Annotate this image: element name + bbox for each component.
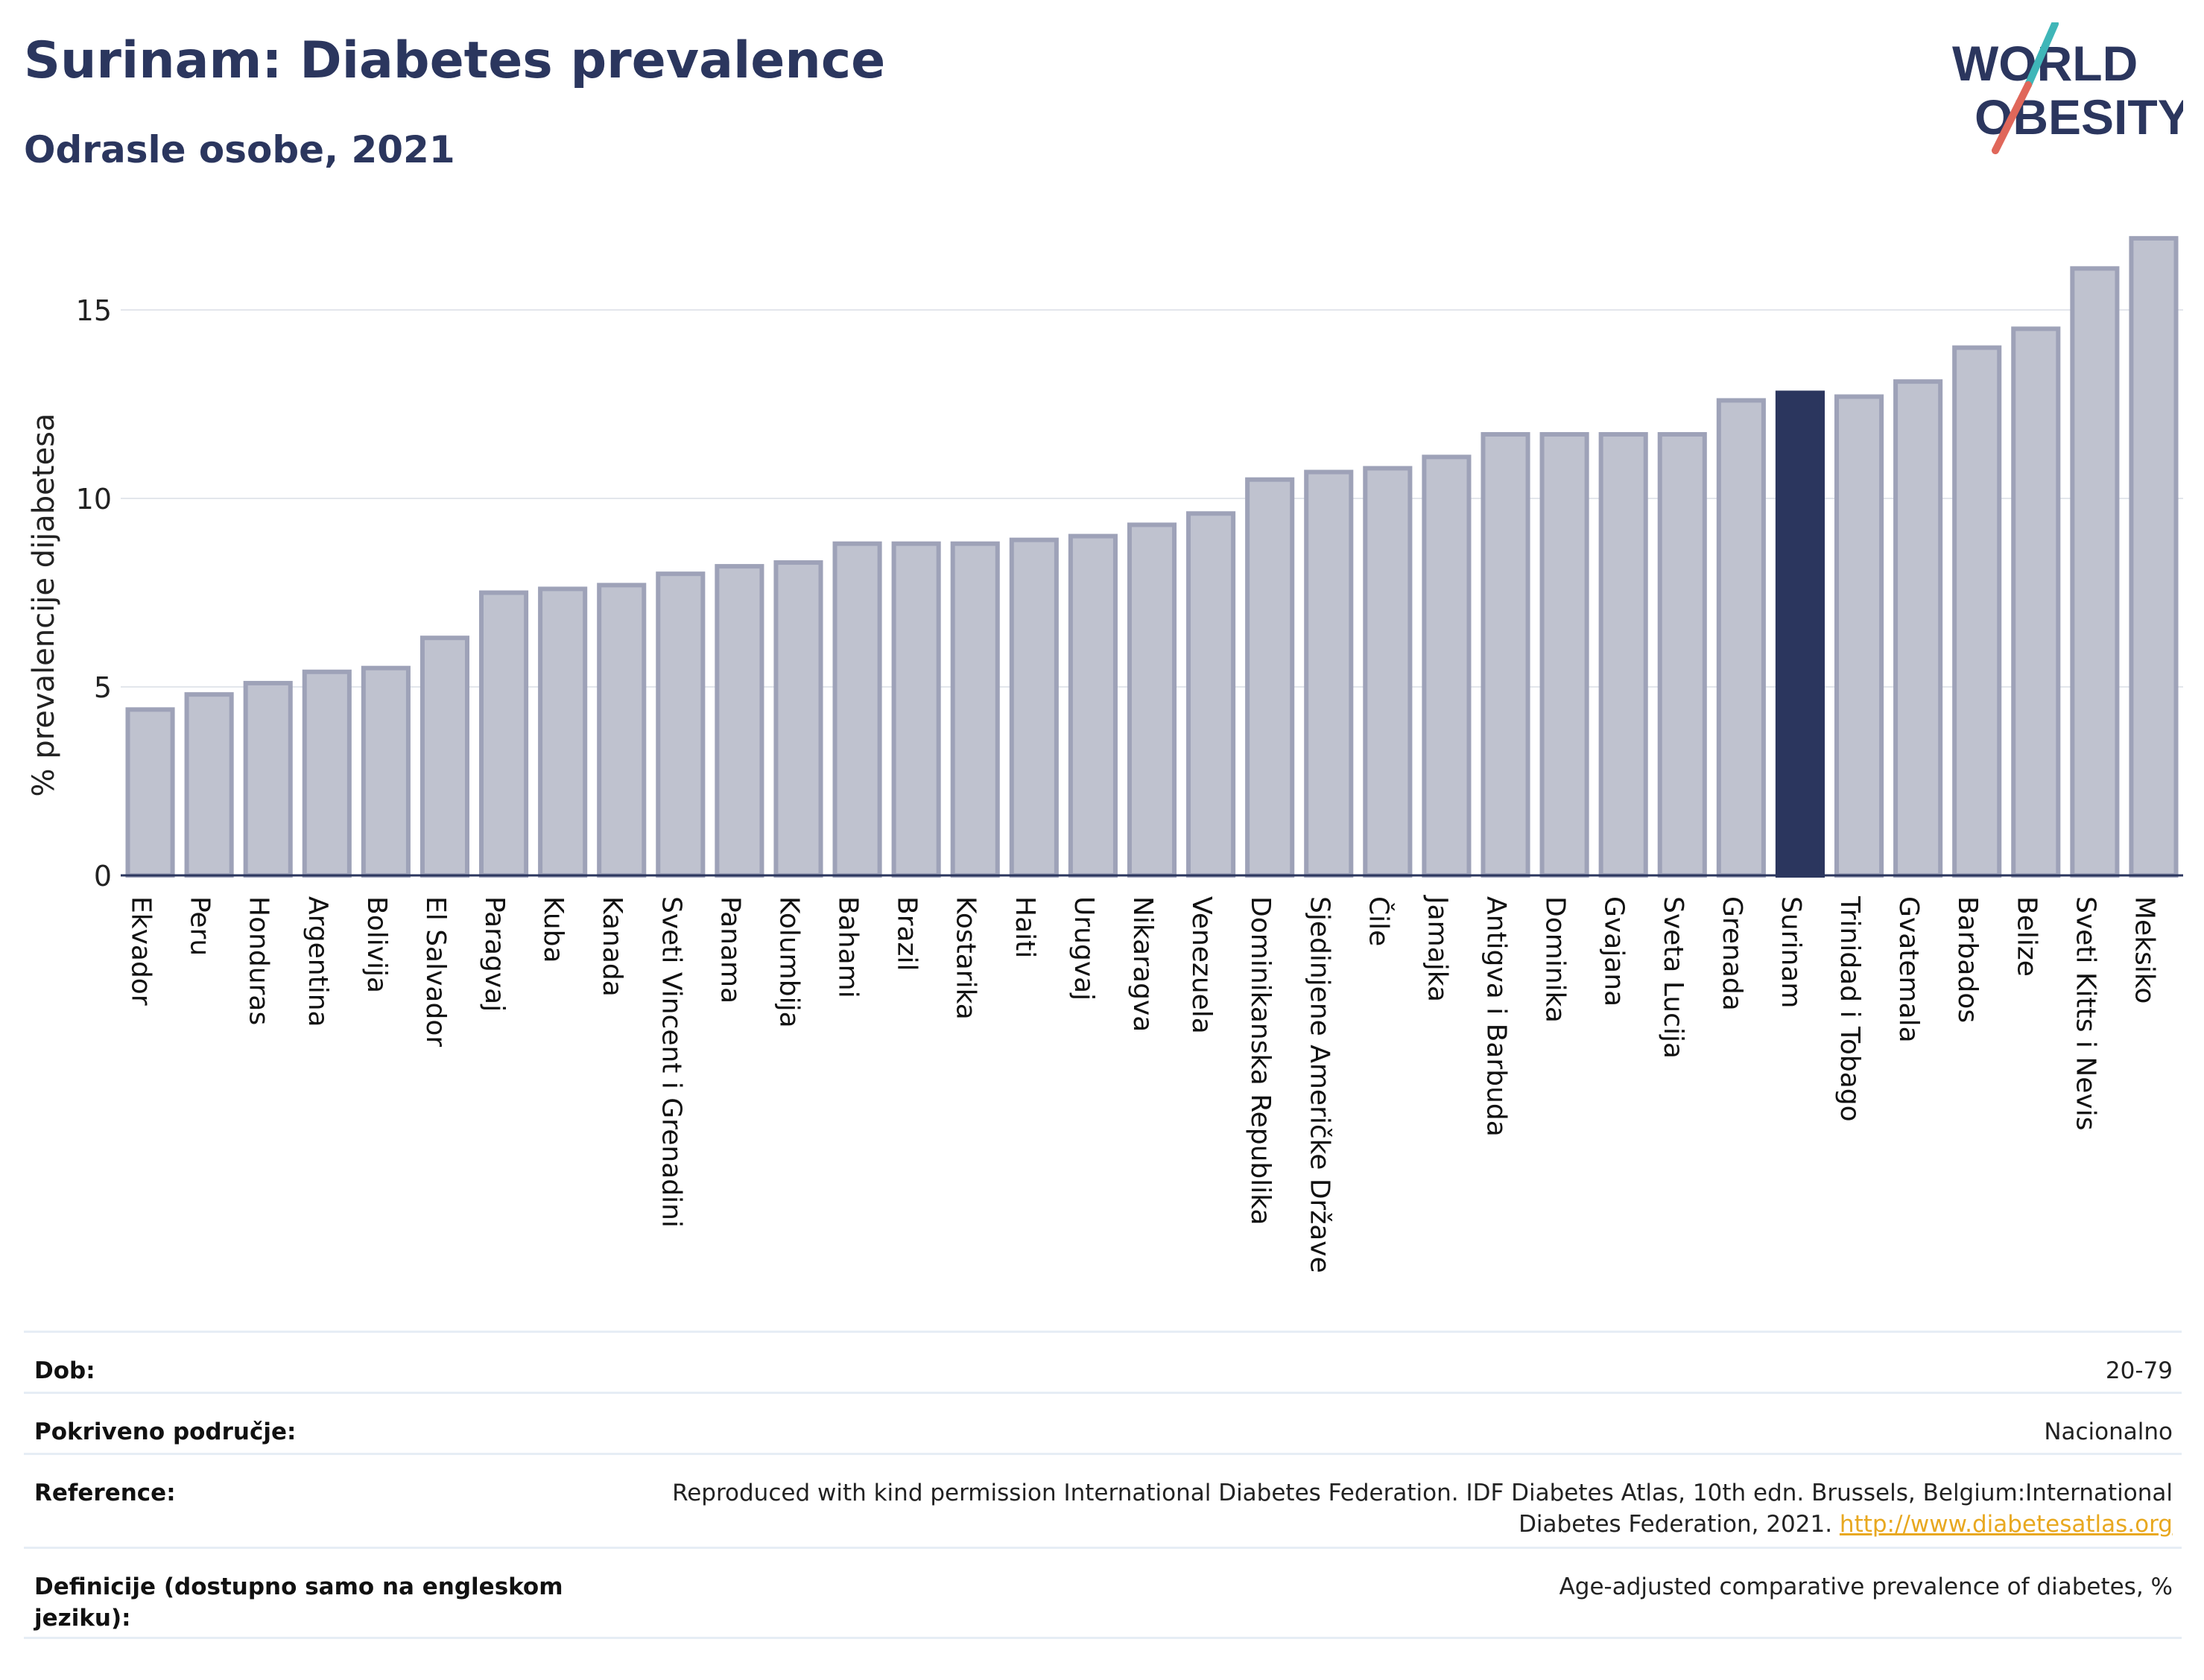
bar: [2070, 266, 2120, 878]
x-tick-label: Ekvador: [126, 896, 156, 1006]
x-tick-label: Brazil: [892, 896, 922, 971]
bar: [715, 564, 764, 878]
bar: [1363, 466, 1413, 878]
y-tick-label: 15: [76, 294, 112, 327]
meta-label-reference: Reference:: [34, 1480, 176, 1506]
bar: [832, 541, 882, 878]
bar: [184, 692, 234, 878]
bar-highlight: [1775, 390, 1825, 878]
meta-label-definition: Definicije (dostupno samo na engleskom j…: [34, 1573, 563, 1632]
bar-layer: [125, 235, 2179, 878]
page-subtitle: Odrasle osobe, 2021: [24, 128, 455, 171]
bar: [243, 680, 293, 878]
label-layer: 0 5 10 15 Ekvador Peru Honduras Argentina Bolivi…: [76, 294, 2160, 1273]
x-tick-label: Dominika: [1540, 896, 1571, 1023]
x-tick-label: Sveti Vincent i Grenadini: [656, 896, 686, 1228]
x-tick-label: Kuba: [538, 896, 569, 963]
bar: [2011, 326, 2061, 878]
bar: [773, 560, 823, 878]
y-tick-label: 10: [76, 483, 112, 516]
x-tick-label: Nikaragva: [1127, 896, 1158, 1032]
x-tick-label: Gvatemala: [1893, 896, 1924, 1043]
bar: [1598, 431, 1648, 878]
bar: [1657, 431, 1707, 878]
bar: [538, 586, 588, 878]
x-tick-label: Kanada: [597, 896, 627, 997]
x-tick-label: Bahami: [833, 896, 864, 998]
x-tick-label: Sjedinjene Američke Države: [1304, 896, 1334, 1273]
x-tick-label: Kostarika: [951, 896, 981, 1020]
meta-label-coverage: Pokriveno područje:: [34, 1419, 297, 1445]
bar: [1893, 379, 1943, 878]
meta-value-definition: Age-adjusted comparative prevalence of d…: [1559, 1573, 2173, 1600]
bar: [1716, 398, 1766, 878]
x-tick-label: Sveti Kitts i Nevis: [2070, 896, 2100, 1131]
x-tick-label: Meksiko: [2129, 896, 2159, 1004]
y-tick-label: 5: [94, 671, 112, 704]
bar: [479, 590, 529, 878]
x-tick-label: Venezuela: [1186, 896, 1217, 1034]
bar: [1245, 477, 1295, 878]
x-tick-label: Gvajana: [1599, 896, 1630, 1007]
x-tick-label: Kolumbija: [773, 896, 804, 1028]
bar: [1009, 537, 1059, 878]
meta-row-coverage: Pokriveno područje: Nacionalno: [24, 1392, 2182, 1453]
x-tick-label: Urugvaj: [1068, 896, 1099, 1001]
x-tick-label: Paragvaj: [479, 896, 510, 1012]
x-tick-label: Peru: [185, 896, 215, 956]
bar: [1952, 345, 2002, 878]
bar: [419, 635, 470, 878]
metadata-table: Dob: 20-79 Pokriveno područje: Nacionaln…: [24, 1331, 2182, 1639]
bar: [1068, 533, 1118, 878]
x-tick-label: El Salvador: [420, 896, 451, 1047]
logo-slash-coral: [1992, 81, 2032, 154]
meta-row-age: Dob: 20-79: [24, 1331, 2182, 1392]
bar: [125, 707, 175, 878]
x-tick-label: Argentina: [303, 896, 333, 1027]
x-tick-label: Jamajka: [1422, 895, 1452, 1002]
bar: [302, 669, 352, 878]
world-obesity-logo: WORLD OBESITY: [1952, 22, 2183, 154]
y-tick-label: 0: [94, 860, 112, 893]
bar: [597, 583, 647, 878]
bar: [1481, 431, 1530, 878]
meta-value-coverage: Nacionalno: [2044, 1419, 2173, 1445]
x-tick-label: Surinam: [1776, 896, 1806, 1008]
logo-slash-teal: [2024, 22, 2059, 89]
x-tick-label: Bolivija: [361, 896, 392, 993]
reference-link[interactable]: http://www.diabetesatlas.org: [1839, 1511, 2173, 1538]
x-tick-label: Haiti: [1010, 896, 1040, 958]
x-tick-label: Antigva i Barbuda: [1481, 896, 1512, 1137]
x-tick-label: Sveta Lucija: [1658, 896, 1688, 1059]
meta-row-reference: Reference: Reproduced with kind permissi…: [24, 1453, 2182, 1547]
bar: [2129, 235, 2179, 878]
meta-value-age: 20-79: [2105, 1357, 2173, 1384]
reference-text: Reproduced with kind permission Internat…: [672, 1480, 2173, 1538]
meta-value-reference: Reproduced with kind permission Internat…: [645, 1477, 2173, 1540]
bar: [1186, 511, 1236, 878]
x-tick-label: Barbados: [1952, 896, 1983, 1023]
x-tick-label: Belize: [2011, 896, 2042, 977]
bar: [1539, 431, 1589, 878]
bar: [1834, 394, 1884, 878]
bar: [1127, 522, 1177, 878]
x-tick-label: Trinidad i Tobago: [1834, 896, 1865, 1122]
x-tick-label: Čile: [1363, 896, 1394, 946]
bar: [361, 665, 411, 878]
x-tick-label: Panama: [715, 896, 745, 1004]
x-tick-label: Honduras: [244, 896, 274, 1025]
bar: [1304, 469, 1354, 878]
x-tick-label: Dominikanska Republika: [1245, 896, 1276, 1226]
bar: [656, 571, 706, 878]
x-tick-label: Grenada: [1717, 896, 1747, 1011]
meta-row-definition: Definicije (dostupno samo na engleskom j…: [24, 1547, 2182, 1639]
meta-label-age: Dob:: [34, 1357, 95, 1384]
bar: [891, 541, 941, 878]
bar: [1422, 454, 1472, 878]
page-title: Surinam: Diabetes prevalence: [24, 31, 886, 90]
bar-chart: 0 5 10 15 Ekvador Peru Honduras Argentina Bolivi…: [27, 235, 2183, 1273]
y-axis-label: % prevalencije dijabetesa: [27, 413, 61, 797]
bar: [950, 541, 1000, 878]
